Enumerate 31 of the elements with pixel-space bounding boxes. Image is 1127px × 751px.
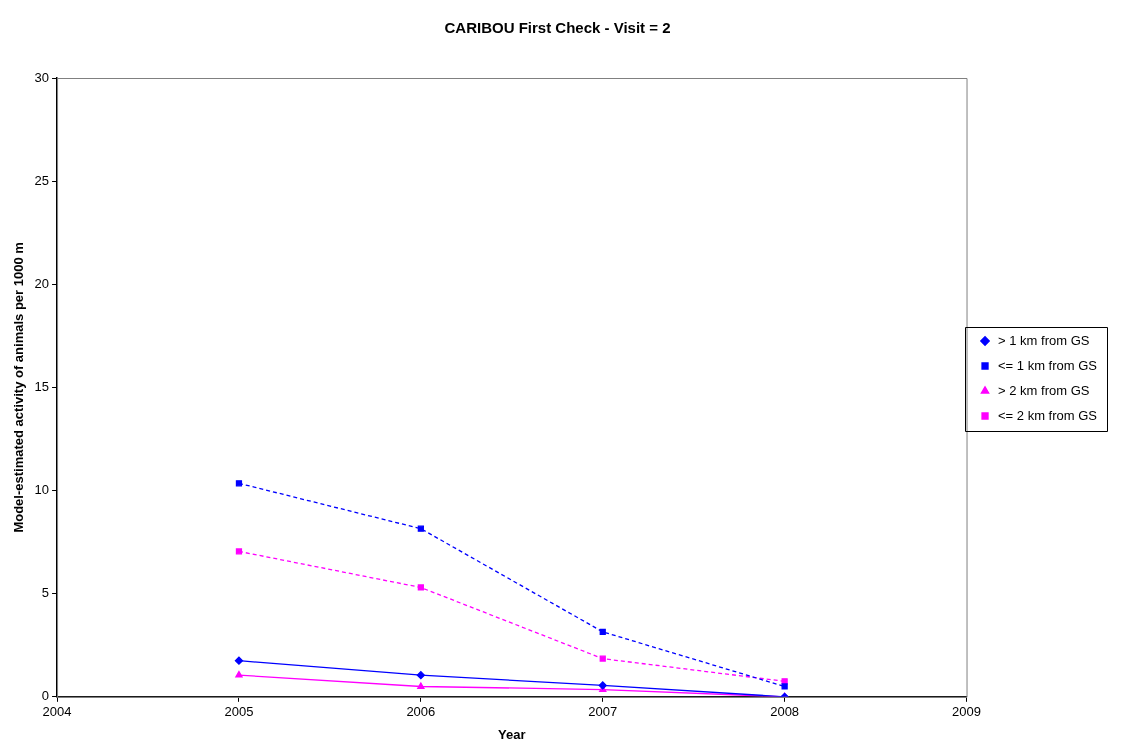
legend-label: <= 1 km from GS [998,357,1098,373]
y-tick-label: 5 [41,585,50,601]
legend-label: > 1 km from GS [998,332,1090,348]
x-tick-label: 2005 [224,704,254,720]
y-tick-label: 30 [34,69,50,85]
chart-title: CARIBOU First Check - Visit = 2 [444,19,671,37]
y-tick-label: 25 [34,172,50,188]
point [234,656,244,665]
x-tick-label: 2004 [42,704,72,720]
point [781,683,788,690]
point [416,670,425,680]
x-tick-label: 2008 [770,704,800,720]
point [235,480,243,487]
y-tick-label: 20 [34,275,50,291]
point [417,584,424,591]
y-tick-label: 10 [34,482,50,498]
x-axis-title: Year [498,726,526,742]
point [235,670,243,678]
y-tick-label: 15 [34,378,50,394]
x-tick-label: 2006 [406,704,436,720]
y-axis-title: Model-estimated activity of animals per 1000 m [11,242,27,533]
x-tick-label: 2007 [588,704,618,720]
point [599,628,606,635]
y-tick-label: 0 [41,688,50,704]
x-tick-label: 2009 [952,704,981,720]
point [599,655,606,662]
point [235,548,243,555]
legend-label: <= 2 km from GS [998,407,1098,423]
point [417,682,425,689]
legend-label: > 2 km from GS [998,382,1090,398]
point [417,525,424,532]
